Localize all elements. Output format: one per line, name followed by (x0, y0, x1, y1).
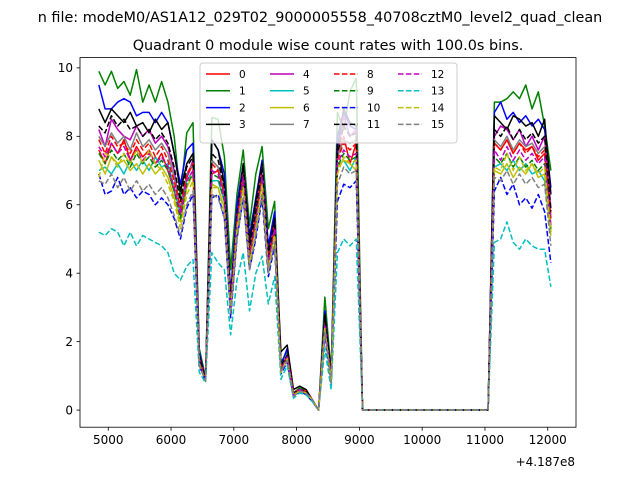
chart-title: Quadrant 0 module wise count rates with … (133, 38, 524, 54)
series-layer (98, 68, 552, 411)
y-tick-label: 0 (65, 403, 73, 417)
legend-label-0: 0 (239, 69, 246, 81)
legend-label-11: 11 (367, 119, 380, 131)
legend-label-4: 4 (303, 69, 310, 81)
x-tick-label: 9000 (344, 433, 375, 447)
y-tick-label: 6 (65, 198, 73, 212)
legend-label-2: 2 (239, 102, 246, 114)
y-tick-label: 10 (58, 61, 73, 75)
x-tick-label: 6000 (156, 433, 187, 447)
legend-label-13: 13 (431, 86, 444, 98)
y-axis: 0 2 4 6 8 10 (58, 61, 80, 417)
plot-frame (79, 57, 577, 428)
legend-label-9: 9 (367, 86, 374, 98)
legend-label-3: 3 (239, 119, 246, 131)
legend-label-6: 6 (303, 102, 310, 114)
series-line-13 (98, 221, 552, 411)
legend-label-15: 15 (431, 119, 444, 131)
series-line-1 (98, 68, 552, 411)
y-tick-label: 2 (65, 335, 73, 349)
x-axis: 5000 6000 7000 8000 9000 10000 11000 12000 (93, 427, 567, 447)
legend-label-10: 10 (367, 102, 380, 114)
x-axis-offset-label: +4.187e8 (516, 455, 575, 469)
x-tick-label: 11000 (466, 433, 504, 447)
x-tick-label: 8000 (281, 433, 312, 447)
figure-suptitle: n file: modeM0/AS1A12_029T02_9000005558_… (38, 10, 603, 26)
x-tick-label: 12000 (529, 433, 567, 447)
legend-label-12: 12 (431, 69, 444, 81)
legend-label-1: 1 (239, 86, 246, 98)
legend-label-14: 14 (431, 102, 445, 114)
x-tick-label: 10000 (403, 433, 441, 447)
legend-label-5: 5 (303, 86, 310, 98)
y-tick-label: 8 (65, 130, 73, 144)
series-line-15 (98, 166, 552, 411)
x-tick-label: 7000 (219, 433, 250, 447)
legend-label-8: 8 (367, 69, 374, 81)
x-tick-label: 5000 (93, 433, 124, 447)
legend-box (199, 62, 458, 144)
legend-label-7: 7 (303, 119, 310, 131)
y-tick-label: 4 (65, 267, 73, 281)
series-line-10 (98, 173, 552, 411)
